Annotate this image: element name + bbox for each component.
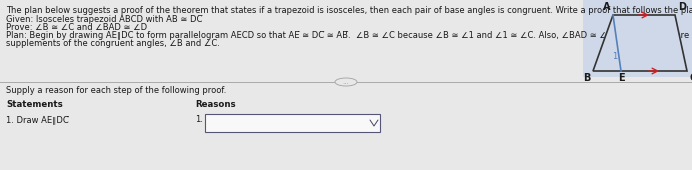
Text: Plan: Begin by drawing AE∥DC to form parallelogram AECD so that AE̅ ≅ DC̅ ≅ AB̅.: Plan: Begin by drawing AE∥DC to form par… — [6, 31, 689, 40]
Text: E: E — [618, 73, 624, 83]
Text: Supply a reason for each step of the following proof.: Supply a reason for each step of the fol… — [6, 86, 226, 95]
Text: A: A — [603, 2, 610, 12]
Text: B: B — [583, 73, 590, 83]
Text: Statements: Statements — [6, 100, 63, 109]
Bar — [205, 114, 380, 132]
Text: The plan below suggests a proof of the theorem that states if a trapezoid is iso: The plan below suggests a proof of the t… — [6, 6, 692, 15]
Text: 1. Draw AE∥DC̅: 1. Draw AE∥DC̅ — [6, 115, 69, 124]
Ellipse shape — [335, 78, 357, 86]
Text: Reasons: Reasons — [195, 100, 235, 109]
Text: supplements of the congruent angles, ∠B and ∠C.: supplements of the congruent angles, ∠B … — [6, 39, 220, 48]
Text: 1: 1 — [612, 52, 618, 61]
Bar — [583, 0, 692, 77]
Text: ...: ... — [343, 79, 349, 85]
Text: Given: Isosceles trapezoid ABCD with AB ≅ DC̅: Given: Isosceles trapezoid ABCD with AB … — [6, 15, 202, 24]
Text: C: C — [690, 73, 692, 83]
Text: Prove: ∠B ≅ ∠C and ∠BAD ≅ ∠D: Prove: ∠B ≅ ∠C and ∠BAD ≅ ∠D — [6, 23, 147, 32]
Text: D: D — [678, 2, 686, 12]
Text: 1.: 1. — [195, 115, 203, 124]
Polygon shape — [593, 15, 687, 71]
